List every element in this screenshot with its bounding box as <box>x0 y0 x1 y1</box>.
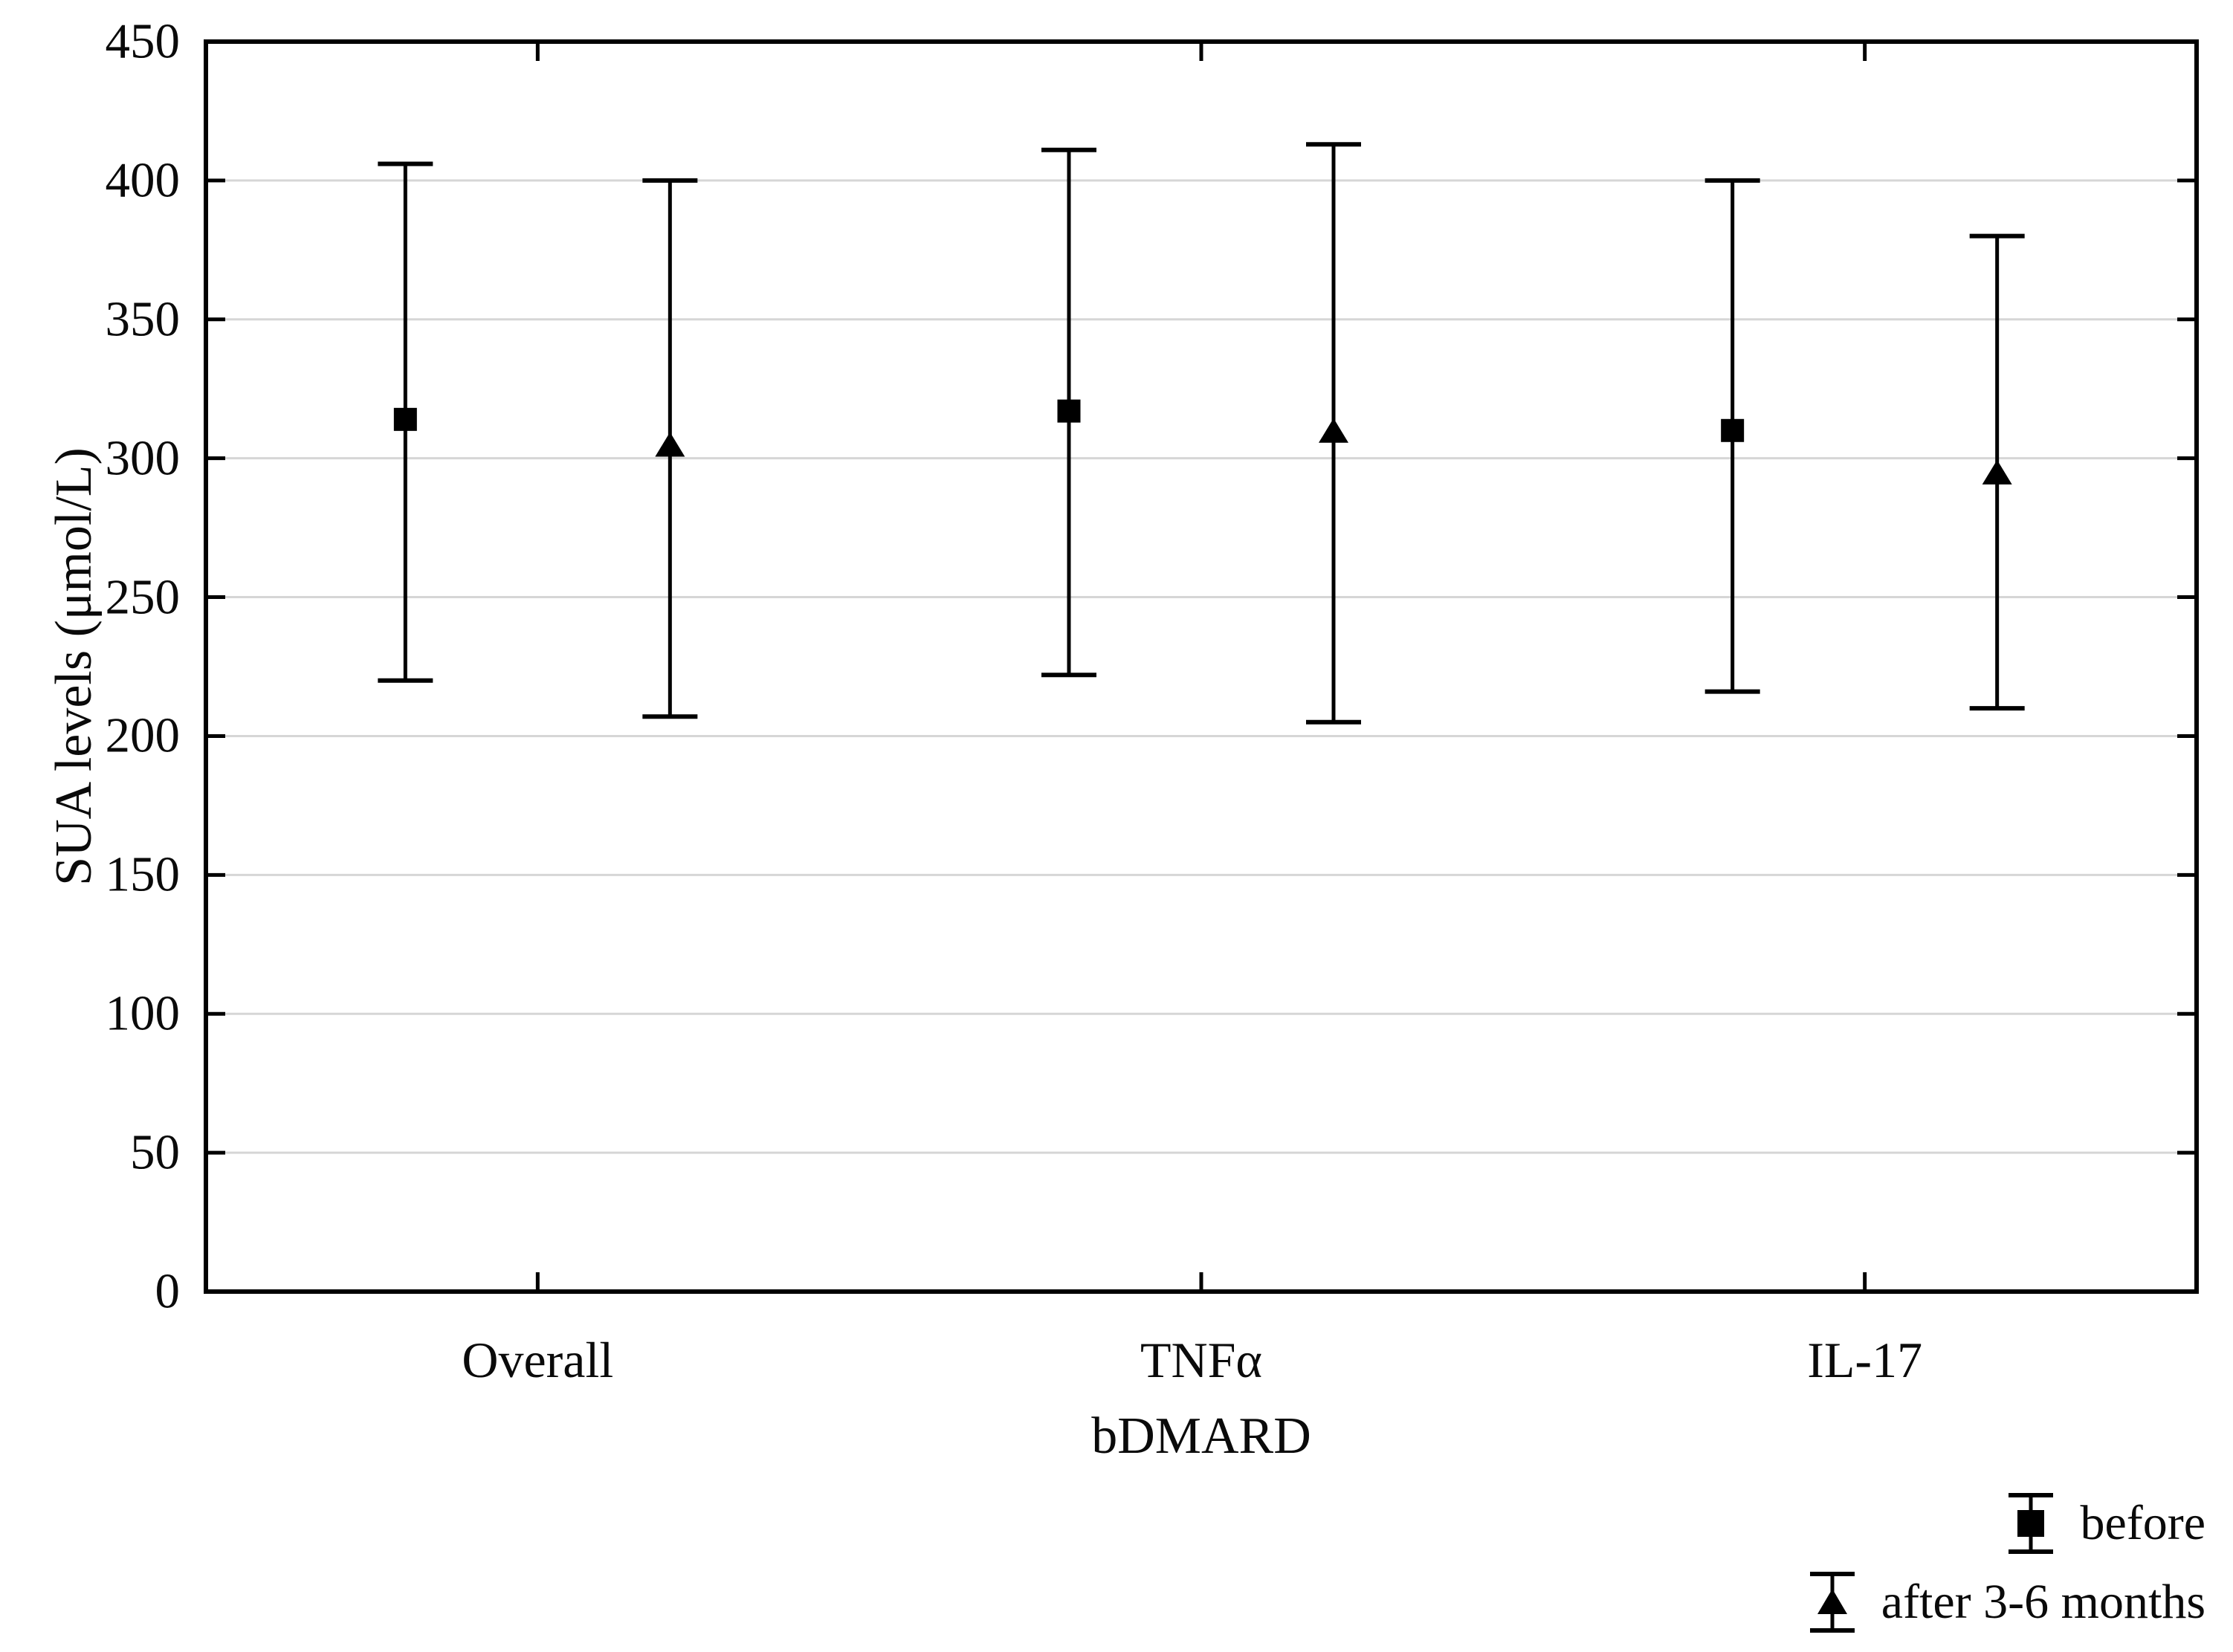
y-tick-label-100: 100 <box>105 985 181 1041</box>
y-tick-label-350: 350 <box>105 291 181 347</box>
legend-square-icon <box>2009 1493 2054 1554</box>
y-axis-title: SUA levels (μmol/L) <box>45 447 103 886</box>
x-category-label-2: IL-17 <box>1807 1332 1923 1388</box>
marker-after-Overall <box>655 432 685 457</box>
legend-label-0: before <box>2080 1496 2205 1550</box>
x-category-label-0: Overall <box>462 1332 614 1388</box>
marker-after-TNF <box>1319 418 1348 443</box>
y-tick-label-450: 450 <box>105 13 181 69</box>
marker-before-IL-17 <box>1721 418 1745 442</box>
legend-triangle-icon <box>1809 1572 1855 1633</box>
y-tick-label-50: 50 <box>130 1124 180 1180</box>
y-tick-label-200: 200 <box>105 707 181 763</box>
marker-before-Overall <box>393 407 417 431</box>
marker-before-TNF <box>1057 399 1081 423</box>
legend-label-1: after 3-6 months <box>1881 1575 2205 1629</box>
marker-after-IL-17 <box>1982 459 2012 485</box>
y-tick-label-0: 0 <box>155 1263 181 1319</box>
plot-frame <box>204 39 2199 1294</box>
chart-legend: before after 3-6 months <box>1803 1486 2205 1639</box>
y-tick-label-250: 250 <box>105 569 181 625</box>
x-axis-title: bDMARD <box>1091 1408 1311 1465</box>
y-tick-label-400: 400 <box>105 152 181 208</box>
y-tick-label-150: 150 <box>105 846 181 902</box>
legend-row-0: before <box>2001 1486 2205 1561</box>
y-tick-label-300: 300 <box>105 430 181 486</box>
legend-row-1: after 3-6 months <box>1803 1565 2205 1639</box>
x-category-label-1: TNFα <box>1140 1332 1263 1388</box>
